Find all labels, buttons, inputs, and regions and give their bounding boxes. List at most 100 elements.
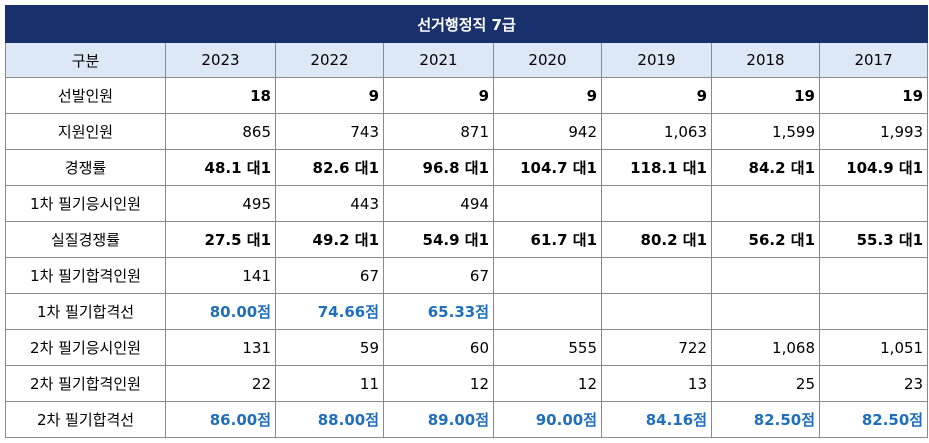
header-year: 2023: [165, 42, 276, 78]
row-label: 2차 필기합격인원: [5, 365, 166, 402]
table-cell: 9: [493, 77, 602, 114]
row-label: 경쟁률: [5, 149, 166, 186]
table-cell: [601, 257, 712, 294]
header-year: 2020: [493, 42, 602, 78]
title-row: 선거행정직 7급: [4, 5, 929, 43]
table-cell: 131: [165, 329, 276, 366]
table-cell: 12: [383, 365, 494, 402]
table-cell: 1,068: [711, 329, 820, 366]
table-cell: 9: [275, 77, 384, 114]
table-cell: 89.00점: [383, 401, 494, 438]
table-row: 2차 필기응시인원 131 59 60 555 722 1,068 1,051: [5, 329, 929, 366]
table-cell: 27.5 대1: [165, 221, 276, 258]
header-year: 2018: [711, 42, 820, 78]
table-cell: [493, 257, 602, 294]
table-cell: [711, 293, 820, 330]
table-cell: 1,599: [711, 113, 820, 150]
table-row: 실질경쟁률 27.5 대1 49.2 대1 54.9 대1 61.7 대1 80.2 대1…: [5, 221, 929, 258]
table-cell: 722: [601, 329, 712, 366]
table-row: 선발인원 18 9 9 9 9 19 19: [5, 77, 929, 114]
table-row: 지원인원 865 743 871 942 1,063 1,599 1,993: [5, 113, 929, 150]
table-cell: 88.00점: [275, 401, 384, 438]
table-cell: 141: [165, 257, 276, 294]
header-row: 구분 2023 2022 2021 2020 2019 2018 2017: [5, 42, 929, 78]
table-cell: 54.9 대1: [383, 221, 494, 258]
table-row: 1차 필기응시인원 495 443 494: [5, 185, 929, 222]
table-row: 1차 필기합격선 80.00점 74.66점 65.33점: [5, 293, 929, 330]
header-label: 구분: [5, 42, 166, 78]
header-year: 2017: [818, 42, 929, 78]
table-cell: 67: [383, 257, 494, 294]
table-cell: 118.1 대1: [601, 149, 712, 186]
table-cell: [711, 185, 820, 222]
table-cell: 495: [165, 185, 276, 222]
table-title: 선거행정직 7급: [4, 5, 929, 43]
table-cell: [601, 293, 712, 330]
row-label: 선발인원: [5, 77, 166, 114]
table-cell: 82.50점: [711, 401, 820, 438]
table-cell: 56.2 대1: [711, 221, 820, 258]
table-cell: [818, 293, 929, 330]
table-cell: 11: [275, 365, 384, 402]
table-cell: 84.16점: [601, 401, 712, 438]
table-cell: 25: [711, 365, 820, 402]
table-cell: 60: [383, 329, 494, 366]
table-cell: 82.50점: [818, 401, 929, 438]
table-row: 2차 필기합격선 86.00점 88.00점 89.00점 90.00점 84.16점 82…: [5, 401, 929, 438]
table-cell: 65.33점: [383, 293, 494, 330]
table-cell: 13: [601, 365, 712, 402]
table-cell: 494: [383, 185, 494, 222]
table-cell: [818, 257, 929, 294]
table-cell: 104.7 대1: [493, 149, 602, 186]
table-cell: 67: [275, 257, 384, 294]
table-cell: [493, 185, 602, 222]
table-cell: 80.00점: [165, 293, 276, 330]
header-year: 2022: [275, 42, 384, 78]
table-row: 경쟁률 48.1 대1 82.6 대1 96.8 대1 104.7 대1 118.1 대1…: [5, 149, 929, 186]
table-cell: 443: [275, 185, 384, 222]
table-cell: 9: [601, 77, 712, 114]
table-cell: 555: [493, 329, 602, 366]
table-cell: 49.2 대1: [275, 221, 384, 258]
table-cell: 942: [493, 113, 602, 150]
table-cell: 871: [383, 113, 494, 150]
table-cell: 86.00점: [165, 401, 276, 438]
stats-table: 선거행정직 7급 구분 2023 2022 2021 2020 2019 201…: [4, 5, 929, 438]
table-cell: 22: [165, 365, 276, 402]
row-label: 지원인원: [5, 113, 166, 150]
table-cell: 1,063: [601, 113, 712, 150]
row-label: 1차 필기응시인원: [5, 185, 166, 222]
table-cell: 1,051: [818, 329, 929, 366]
table-row: 2차 필기합격인원 22 11 12 12 13 25 23: [5, 365, 929, 402]
table-cell: 19: [818, 77, 929, 114]
table-cell: 90.00점: [493, 401, 602, 438]
table-cell: 96.8 대1: [383, 149, 494, 186]
table-cell: 84.2 대1: [711, 149, 820, 186]
row-label: 2차 필기응시인원: [5, 329, 166, 366]
table-cell: [711, 257, 820, 294]
table-cell: [601, 185, 712, 222]
table-cell: 19: [711, 77, 820, 114]
table-cell: 74.66점: [275, 293, 384, 330]
table-cell: 55.3 대1: [818, 221, 929, 258]
header-year: 2019: [601, 42, 712, 78]
table-cell: 61.7 대1: [493, 221, 602, 258]
table-cell: [493, 293, 602, 330]
table-cell: 9: [383, 77, 494, 114]
row-label: 실질경쟁률: [5, 221, 166, 258]
table-cell: 18: [165, 77, 276, 114]
table-cell: 82.6 대1: [275, 149, 384, 186]
row-label: 1차 필기합격선: [5, 293, 166, 330]
table-cell: 23: [818, 365, 929, 402]
table-row: 1차 필기합격인원 141 67 67: [5, 257, 929, 294]
table-cell: [818, 185, 929, 222]
table-cell: 48.1 대1: [165, 149, 276, 186]
row-label: 2차 필기합격선: [5, 401, 166, 438]
table-cell: 104.9 대1: [818, 149, 929, 186]
header-year: 2021: [383, 42, 494, 78]
table-cell: 743: [275, 113, 384, 150]
table-cell: 865: [165, 113, 276, 150]
table-cell: 59: [275, 329, 384, 366]
row-label: 1차 필기합격인원: [5, 257, 166, 294]
table-cell: 12: [493, 365, 602, 402]
